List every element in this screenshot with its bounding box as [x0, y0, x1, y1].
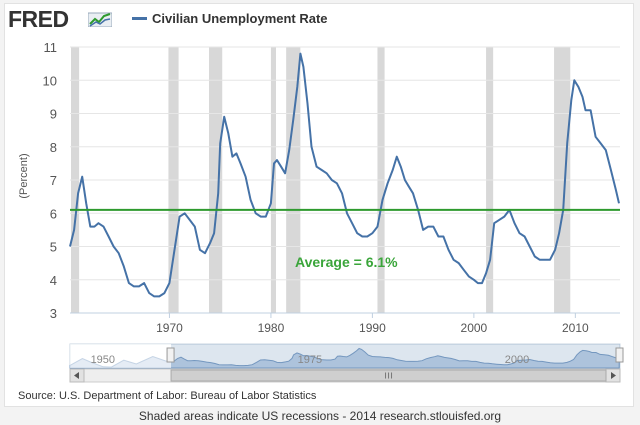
y-tick-label: 3 — [50, 306, 57, 321]
recession-note: Shaded areas indicate US recessions - 20… — [138, 409, 502, 423]
fred-logo-text: FRED — [8, 6, 69, 32]
legend-swatch — [132, 17, 147, 21]
arrow-left-icon — [74, 372, 79, 379]
y-tick-label: 9 — [50, 107, 57, 122]
legend-item[interactable]: Civilian Unemployment Rate — [132, 11, 328, 26]
navigator-selection[interactable] — [171, 344, 621, 368]
navigator[interactable]: 1950 1975 2000 — [69, 343, 624, 383]
navigator-tick-label: 1975 — [298, 354, 322, 366]
y-tick-label: 8 — [50, 140, 57, 155]
grid-lines — [70, 46, 620, 314]
y-tick-label: 7 — [50, 173, 57, 188]
y-tick-label: 11 — [44, 40, 58, 55]
chart-svg: 3 4 5 6 7 8 9 10 11 1970 1980 1990 2000 2010 Average … — [43, 40, 624, 383]
y-tick-label: 10 — [43, 73, 57, 88]
navigator-tick-label: 1950 — [91, 354, 115, 366]
legend-label: Civilian Unemployment Rate — [152, 11, 328, 26]
navigator-unselected — [70, 344, 172, 368]
average-label: Average = 6.1% — [295, 254, 398, 270]
fred-logo[interactable]: FRED — [8, 6, 69, 33]
navigator-tick-label: 2000 — [505, 354, 529, 366]
x-tick-label: 1990 — [359, 321, 386, 335]
x-tick-label: 1970 — [156, 321, 183, 335]
x-tick-label: 1980 — [258, 321, 285, 335]
y-tick-label: 5 — [50, 240, 57, 255]
arrow-right-icon — [611, 372, 616, 379]
x-tick-label: 2000 — [461, 321, 488, 335]
series-layer — [69, 52, 620, 298]
line-chart-icon — [88, 12, 112, 27]
chart-frame — [4, 3, 634, 407]
series-line-0[interactable] — [69, 52, 620, 298]
y-tick-label: 4 — [50, 273, 57, 288]
navigator-series — [69, 347, 620, 369]
navigator-right-handle[interactable] — [615, 347, 624, 363]
navigator-left-handle[interactable] — [166, 347, 175, 363]
y-tick-label: 6 — [50, 206, 57, 221]
axes: 3 4 5 6 7 8 9 10 11 1970 1980 1990 2000 2010 — [43, 40, 620, 335]
x-tick-label: 2010 — [562, 321, 589, 335]
source-text: Source: U.S. Department of Labor: Bureau… — [18, 390, 317, 402]
average-layer: Average = 6.1% — [70, 208, 620, 270]
